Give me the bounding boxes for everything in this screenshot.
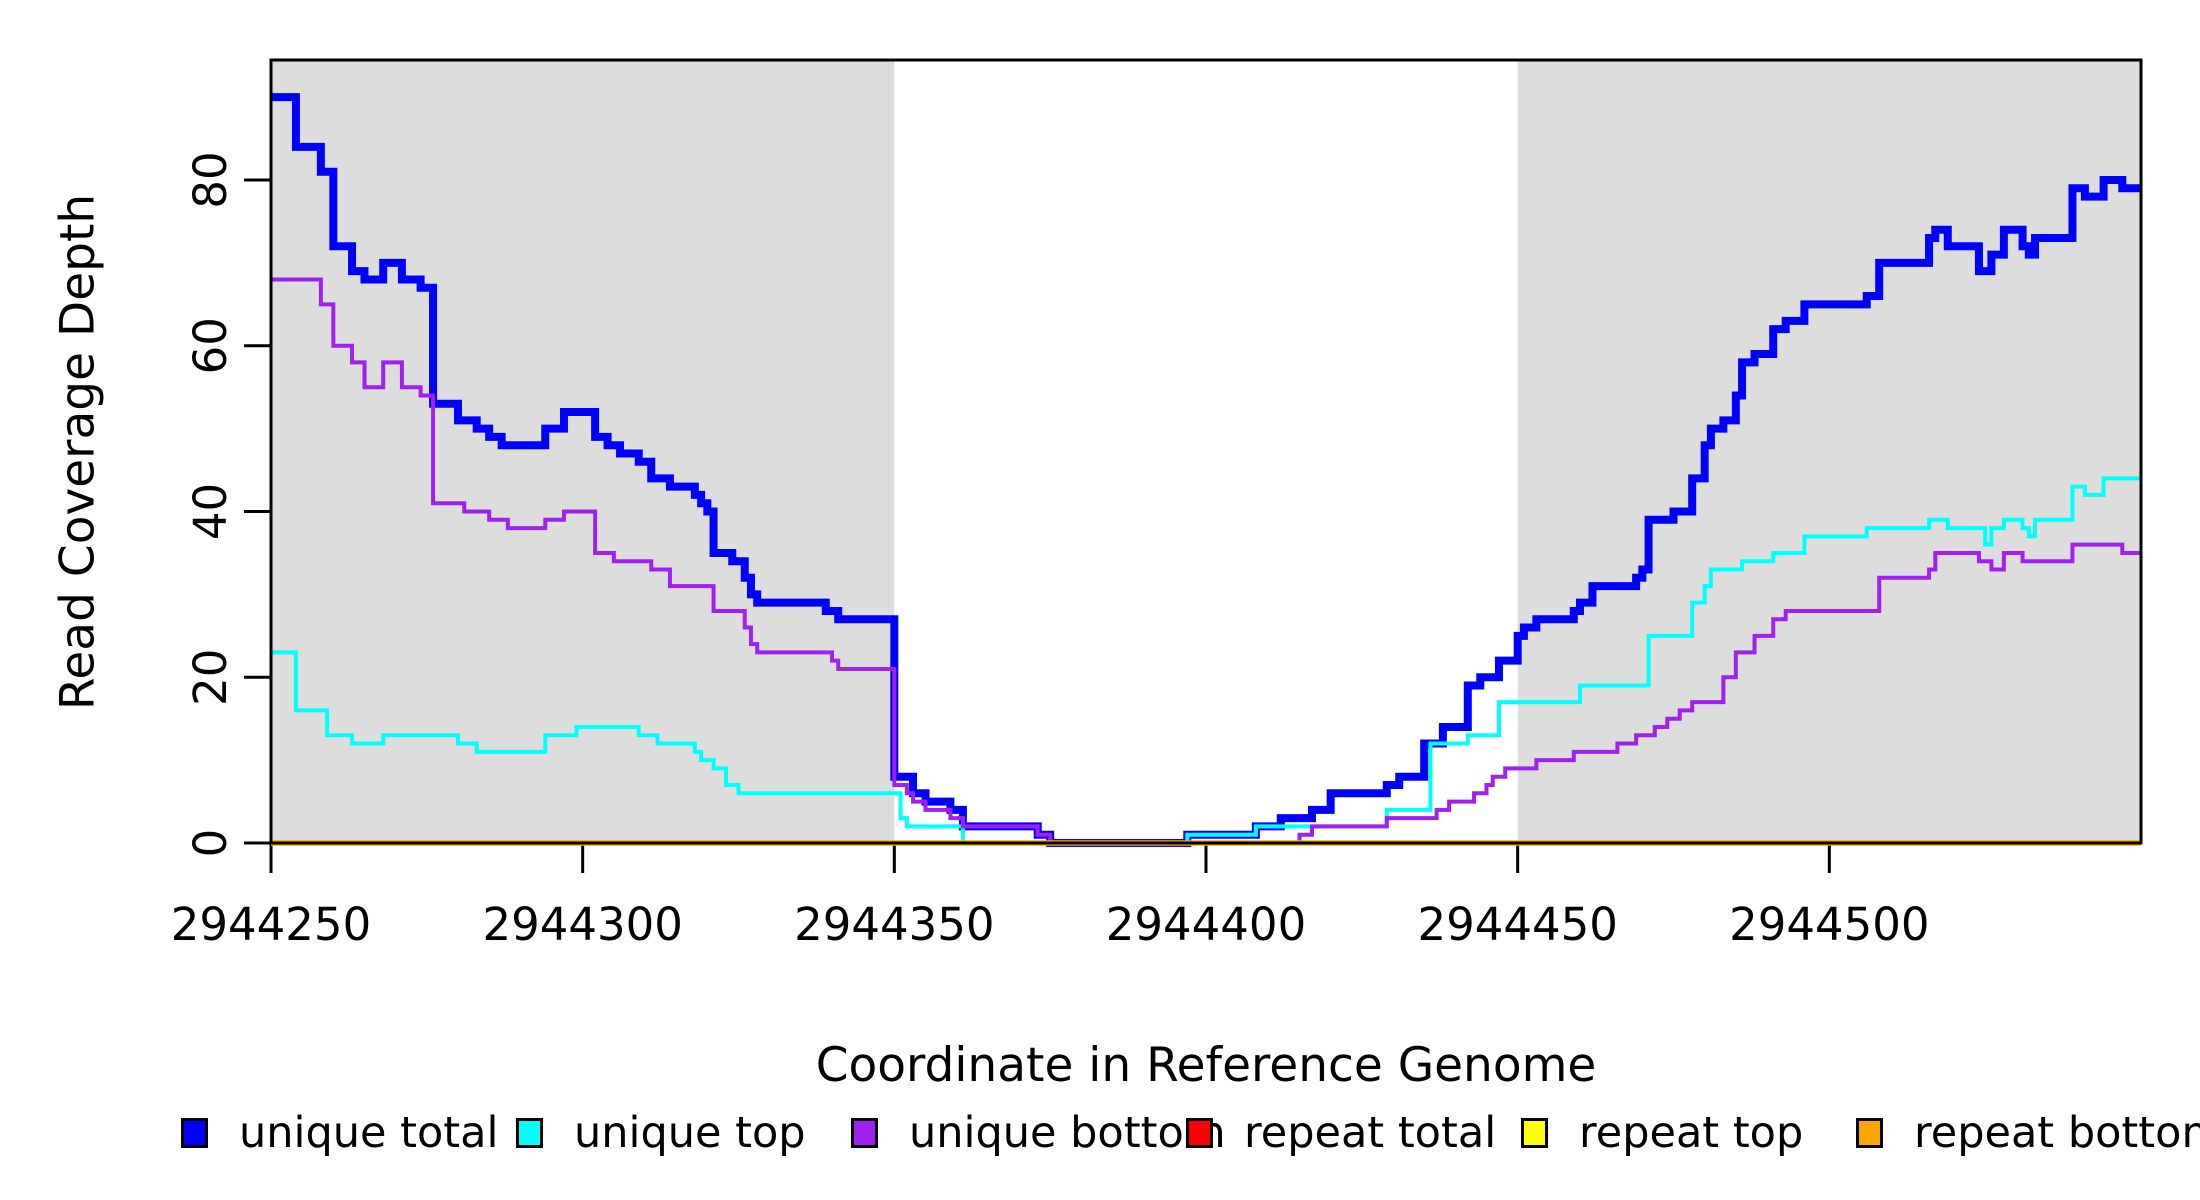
series-unique-top-line <box>271 476 2141 845</box>
legend-item-repeat-bottom: repeat bottom <box>1856 1108 2200 1158</box>
y-tick-label-40: 40 <box>184 483 237 540</box>
shaded-region-1 <box>271 60 895 843</box>
x-tick-label-2944300: 2944300 <box>482 898 682 951</box>
y-tick-label-60: 60 <box>184 317 237 374</box>
y-axis-title: Read Coverage Depth <box>50 193 106 711</box>
legend-item-unique-bottom: unique bottom <box>851 1108 1226 1158</box>
legend-label-repeat-top: repeat top <box>1579 1108 1804 1158</box>
legend-swatch-unique-bottom <box>851 1118 878 1148</box>
chart-legend: unique total unique top unique bottom repea… <box>0 1108 2200 1173</box>
legend-item-unique-top: unique top <box>516 1108 806 1158</box>
x-axis-title: Coordinate in Reference Genome <box>815 1038 1597 1093</box>
legend-swatch-repeat-top <box>1521 1118 1548 1148</box>
legend-item-unique-total: unique total <box>181 1108 499 1158</box>
x-tick-label-2944400: 2944400 <box>1106 898 1306 951</box>
plot-border <box>269 58 2143 845</box>
legend-swatch-repeat-bottom <box>1856 1118 1883 1148</box>
legend-label-repeat-total: repeat total <box>1244 1108 1497 1158</box>
y-tick-label-0: 0 <box>184 829 237 858</box>
legend-item-repeat-total: repeat total <box>1186 1108 1497 1158</box>
x-tick-label-2944450: 2944450 <box>1417 898 1617 951</box>
legend-swatch-unique-total <box>181 1118 208 1148</box>
legend-label-repeat-bottom: repeat bottom <box>1914 1108 2200 1158</box>
x-tick-label-2944500: 2944500 <box>1729 898 1929 951</box>
y-tick-label-20: 20 <box>184 649 237 706</box>
x-tick-label-2944350: 2944350 <box>794 898 994 951</box>
legend-label-unique-top: unique top <box>574 1108 806 1158</box>
x-tick-label-2944250: 2944250 <box>171 898 371 951</box>
y-tick-label-80: 80 <box>184 151 237 208</box>
shaded-region-2 <box>1517 60 2141 843</box>
legend-item-repeat-top: repeat top <box>1521 1108 1804 1158</box>
legend-swatch-unique-top <box>516 1118 543 1148</box>
series-unique-total-line <box>271 93 2141 847</box>
legend-swatch-repeat-total <box>1186 1118 1213 1148</box>
legend-label-unique-total: unique total <box>239 1108 499 1158</box>
legend-label-unique-bottom: unique bottom <box>909 1108 1226 1158</box>
